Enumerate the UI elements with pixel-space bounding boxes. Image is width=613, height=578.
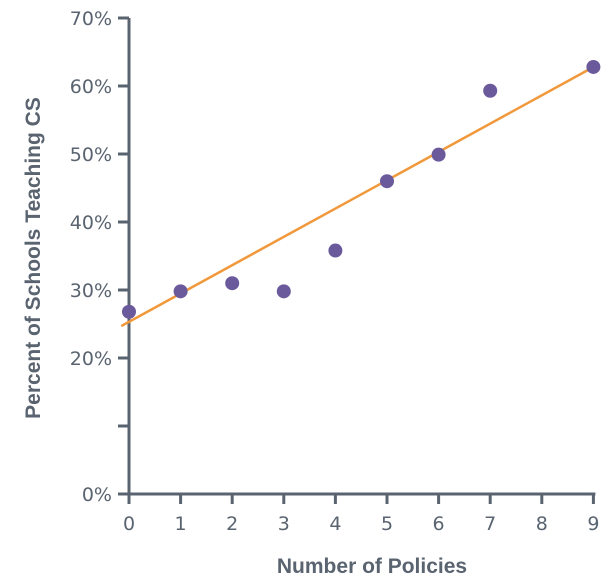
data-point [380,174,394,188]
y-axis-title: Percent of Schools Teaching CS [22,97,45,419]
data-point [277,284,291,298]
data-point [483,84,497,98]
y-tick-label: 0% [82,484,112,506]
trend-line [121,66,596,326]
y-tick-label: 60% [70,76,112,98]
x-tick-label: 4 [329,513,341,535]
y-tick-label: 50% [70,144,112,166]
x-tick-label: 7 [484,513,496,535]
data-point [122,305,136,319]
x-tick-label: 1 [175,513,187,535]
x-tick-label: 0 [123,513,135,535]
data-point [174,284,188,298]
data-point [328,244,342,258]
x-tick-label: 5 [381,513,393,535]
x-tick-label: 8 [536,513,548,535]
y-tick-label: 40% [70,212,112,234]
data-point [225,276,239,290]
data-point [586,60,600,74]
x-tick-label: 3 [278,513,290,535]
y-tick-label: 30% [70,280,112,302]
y-tick-label: 20% [70,348,112,370]
x-axis-title: Number of Policies [277,555,467,578]
plot-area: 0% 20% 30% 40% 50% 60% 70% 0 1 2 3 4 5 6 7 8 9 [70,8,601,535]
y-tick-label: 70% [70,8,112,30]
x-tick-label: 9 [587,513,599,535]
data-point [432,148,446,162]
x-tick-label: 6 [433,513,445,535]
x-tick-label: 2 [226,513,238,535]
